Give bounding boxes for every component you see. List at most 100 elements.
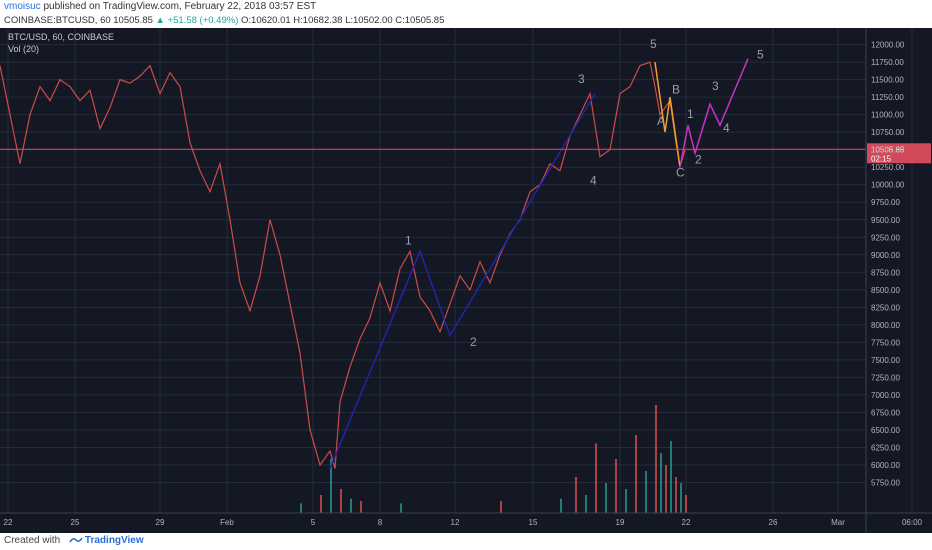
x-tick-label: 29 xyxy=(156,518,165,527)
wave-labels: 1 2 3 4 5 A B C 1 2 3 4 5 xyxy=(405,37,764,349)
x-tick-label: 12 xyxy=(451,518,460,527)
tradingview-logo-icon xyxy=(69,537,83,543)
y-tick-label: 6500.00 xyxy=(871,426,900,435)
created-line: Created with TradingView xyxy=(4,535,144,546)
volume-bar xyxy=(670,441,672,513)
y-tick-label: 9750.00 xyxy=(871,198,900,207)
header-bar: vmoisuc published on TradingView.com, Fe… xyxy=(0,0,932,28)
volume-bar xyxy=(350,498,352,513)
y-tick-label: 7750.00 xyxy=(871,338,900,347)
wave-label: 2 xyxy=(470,335,477,349)
volume-bar xyxy=(300,503,302,513)
volume-bar xyxy=(340,489,342,513)
y-tick-label: 12000.00 xyxy=(871,41,905,50)
y-tick-label: 8250.00 xyxy=(871,303,900,312)
y-tick-label: 8500.00 xyxy=(871,286,900,295)
volume-bar xyxy=(500,501,502,513)
y-tick-label: 9500.00 xyxy=(871,216,900,225)
y-tick-label: 10000.00 xyxy=(871,181,905,190)
legend-entry: Vol (20) xyxy=(8,44,39,54)
x-tick-label: 5 xyxy=(311,518,316,527)
y-tick-label: 8000.00 xyxy=(871,321,900,330)
wave-label: C xyxy=(676,165,685,179)
x-tick-label: Feb xyxy=(220,518,234,527)
legend-entry: BTC/USD, 60, COINBASE xyxy=(8,32,114,42)
wave-label: B xyxy=(672,83,680,97)
wave-label: 5 xyxy=(757,48,764,62)
y-tick-label: 7250.00 xyxy=(871,373,900,382)
wave-label: A xyxy=(657,114,665,128)
x-tick-label: Mar xyxy=(831,518,845,527)
volume-bar xyxy=(660,453,662,513)
created-with-text: Created with xyxy=(4,535,61,546)
x-tick-label: 22 xyxy=(682,518,691,527)
price-series xyxy=(0,61,686,469)
x-tick-label: 8 xyxy=(378,518,383,527)
y-tick-label: 10250.00 xyxy=(871,163,905,172)
volume-bar xyxy=(595,443,597,513)
price-line xyxy=(0,61,686,469)
volume-bar xyxy=(575,477,577,513)
y-tick-label: 6250.00 xyxy=(871,443,900,452)
volume-bar xyxy=(320,495,322,513)
y-tick-label: 5750.00 xyxy=(871,478,900,487)
y-axis: 12000.00 11750.00 11500.00 11250.00 11000.00… xyxy=(865,28,905,533)
last-price-label: 10505.85 xyxy=(871,145,905,154)
countdown-label: 02:15 xyxy=(871,154,892,163)
y-tick-label: 8750.00 xyxy=(871,268,900,277)
author-link[interactable]: vmoisuc xyxy=(4,1,41,12)
volume-bar xyxy=(635,435,637,513)
x-tick-label: 26 xyxy=(769,518,778,527)
volume-bar xyxy=(360,501,362,513)
wave-label: 2 xyxy=(695,153,702,167)
x-axis: 22 25 29 Feb 5 8 12 15 19 22 26 Mar 06:00 xyxy=(0,512,932,527)
wave-label: 4 xyxy=(590,174,597,188)
y-tick-label: 11500.00 xyxy=(871,76,904,85)
y-tick-label: 7000.00 xyxy=(871,391,900,400)
wave-lines xyxy=(329,58,749,469)
last-price-tag xyxy=(867,143,931,164)
x-tick-label: 06:00 xyxy=(902,518,923,527)
tradingview-brand[interactable]: TradingView xyxy=(84,535,144,546)
y-tick-label: 6000.00 xyxy=(871,461,900,470)
wave-label: 1 xyxy=(687,107,694,121)
y-tick-label: 10500.00 xyxy=(871,146,905,155)
y-tick-label: 6750.00 xyxy=(871,408,900,417)
volume-bar xyxy=(665,465,667,513)
wave-label: 4 xyxy=(723,121,730,135)
x-tick-label: 19 xyxy=(616,518,625,527)
volume-bar xyxy=(560,498,562,513)
symbol-info: COINBASE:BTCUSD, 60 10505.85 xyxy=(4,15,156,26)
y-tick-label: 11250.00 xyxy=(871,93,904,102)
volume-bar xyxy=(585,495,587,513)
wave-label: 3 xyxy=(578,72,585,86)
ohlc-values: O:10620.01 H:10682.38 L:10502.00 C:10505… xyxy=(238,15,445,26)
publish-text: published on TradingView.com, February 2… xyxy=(40,1,317,12)
volume-bars xyxy=(300,405,687,513)
wave-magenta-line xyxy=(679,58,749,168)
y-tick-label: 10750.00 xyxy=(871,128,905,137)
y-tick-label: 11750.00 xyxy=(871,58,904,67)
volume-bar xyxy=(675,477,677,513)
volume-bar xyxy=(615,459,617,513)
volume-bar xyxy=(605,483,607,513)
x-tick-label: 22 xyxy=(4,518,13,527)
wave-blue-line xyxy=(329,93,596,469)
volume-bar xyxy=(400,503,402,513)
wave-orange-line xyxy=(654,62,681,168)
grid xyxy=(0,28,913,513)
wave-label: 1 xyxy=(405,233,412,247)
wave-label: 5 xyxy=(650,37,657,51)
x-tick-label: 25 xyxy=(71,518,80,527)
volume-bar xyxy=(680,483,682,513)
publish-line: vmoisuc published on TradingView.com, Fe… xyxy=(4,1,316,12)
legend: BTC/USD, 60, COINBASE Vol (20) xyxy=(8,32,114,54)
y-tick-label: 9000.00 xyxy=(871,251,900,260)
volume-bar xyxy=(645,471,647,513)
volume-bar xyxy=(625,489,627,513)
volume-bar xyxy=(330,459,332,513)
ohlc-line: COINBASE:BTCUSD, 60 10505.85 ▲ +51.58 (+… xyxy=(4,15,444,26)
